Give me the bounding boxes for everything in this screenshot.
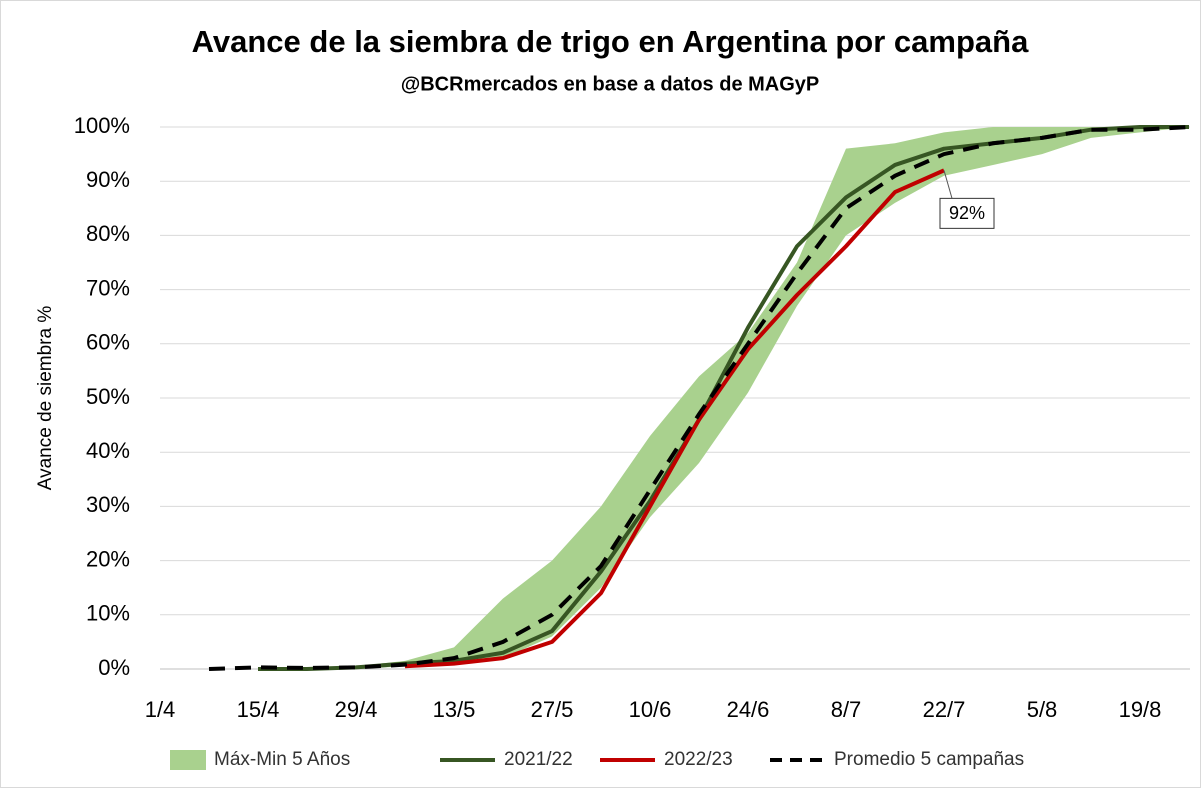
- legend-label: Máx-Min 5 Años: [214, 749, 350, 770]
- y-tick-label: 90%: [86, 167, 130, 192]
- x-tick-label: 10/6: [629, 697, 672, 722]
- x-tick-label: 24/6: [727, 697, 770, 722]
- legend-label: 2022/23: [664, 749, 733, 770]
- y-axis-label: Avance de siembra %: [35, 306, 56, 491]
- y-tick-label: 0%: [98, 655, 130, 680]
- x-tick-label: 8/7: [831, 697, 862, 722]
- x-tick-label: 5/8: [1027, 697, 1058, 722]
- x-tick-label: 15/4: [237, 697, 280, 722]
- chart-title: Avance de la siembra de trigo en Argenti…: [192, 24, 1029, 59]
- series-line: [404, 168, 945, 669]
- y-tick-label: 10%: [86, 601, 130, 626]
- y-tick-label: 30%: [86, 492, 130, 517]
- x-tick-label: 22/7: [923, 697, 966, 722]
- y-tick-label: 20%: [86, 546, 130, 571]
- legend-label: Promedio 5 campañas: [834, 749, 1024, 770]
- x-tick-label: 13/5: [433, 697, 476, 722]
- series-line: [208, 125, 1190, 671]
- data-label: 92%: [949, 203, 985, 223]
- series-line: [258, 125, 1189, 671]
- x-tick-label: 19/8: [1119, 697, 1162, 722]
- range-band: [258, 127, 1189, 669]
- legend-label: 2021/22: [504, 749, 573, 770]
- x-tick-label: 1/4: [145, 697, 176, 722]
- y-tick-label: 100%: [74, 113, 130, 138]
- x-tick-label: 27/5: [531, 697, 574, 722]
- y-tick-label: 60%: [86, 330, 130, 355]
- chart-subtitle: @BCRmercados en base a datos de MAGyP: [401, 73, 820, 95]
- annotation-leader: [943, 170, 953, 199]
- y-tick-label: 80%: [86, 221, 130, 246]
- x-tick-label: 29/4: [335, 697, 378, 722]
- y-tick-label: 40%: [86, 438, 130, 463]
- legend-swatch: [170, 750, 206, 770]
- annotation-box: [939, 197, 995, 229]
- y-tick-label: 70%: [86, 275, 130, 300]
- y-tick-label: 50%: [86, 384, 130, 409]
